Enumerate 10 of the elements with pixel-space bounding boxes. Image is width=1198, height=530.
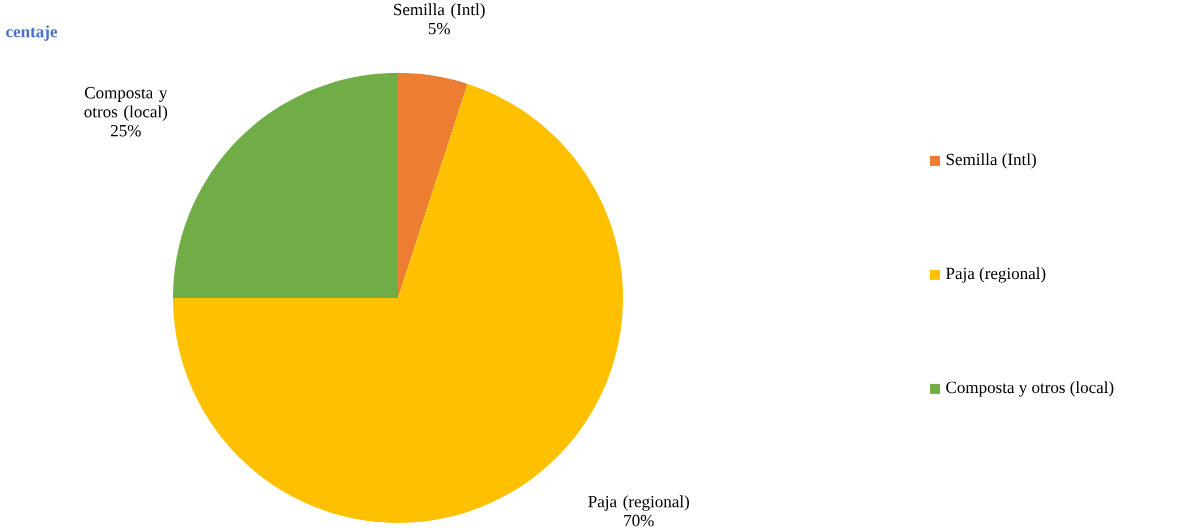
slice-label: Paja (regional) <box>588 495 690 511</box>
slice-label: Composta y otros (local) <box>84 87 168 122</box>
data-label: 25% <box>111 125 141 137</box>
legend-label: Semilla (Intl) <box>946 153 1036 169</box>
data-label: 70% <box>624 514 654 527</box>
legend-label: Paja (regional) <box>946 267 1046 283</box>
slice-label: Semilla (Intl) <box>394 3 485 19</box>
legend-label: Composta y otros (local) <box>946 381 1114 397</box>
data-label: 5% <box>428 22 450 35</box>
text: centaje <box>6 25 58 41</box>
